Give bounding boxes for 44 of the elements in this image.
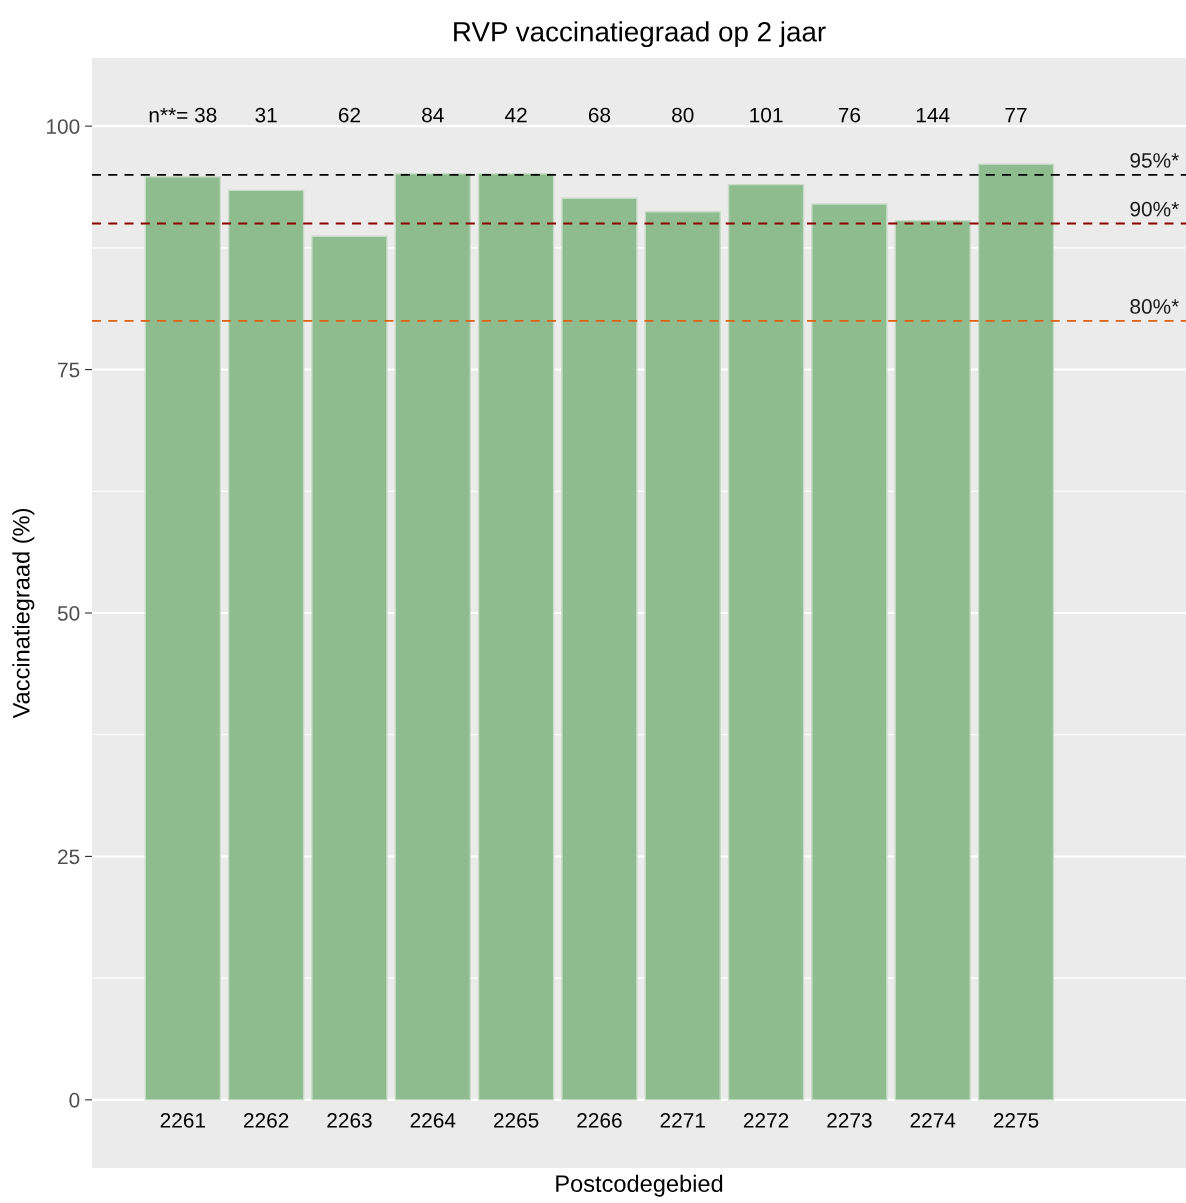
- bar: [311, 235, 388, 1101]
- ref-line-label: 90%*: [1130, 201, 1179, 217]
- y-tick-label: 50: [57, 606, 80, 621]
- x-tick-label: 2274: [910, 1112, 956, 1128]
- annotation: 42: [505, 107, 527, 123]
- x-tick-label: 2265: [493, 1112, 539, 1128]
- y-tick-label: 25: [58, 849, 80, 865]
- x-tick-label: 2272: [743, 1112, 789, 1128]
- y-tick-label: 75: [58, 362, 80, 378]
- chart-title: RVP vaccinatiegraad op 2 jaar: [454, 21, 826, 48]
- y-axis-title: Vaccinatiegraad (%): [12, 509, 35, 719]
- ref-line-label: 80%*: [1130, 299, 1179, 314]
- bar: [727, 183, 805, 1101]
- bar: [144, 176, 222, 1101]
- annotation: n**= 38: [149, 107, 217, 123]
- bar: [561, 197, 638, 1101]
- ref-line-label: 95%*: [1130, 153, 1179, 168]
- annotation: 144: [916, 107, 950, 123]
- x-tick-label: 2263: [327, 1112, 372, 1128]
- annotation: 62: [338, 107, 360, 123]
- y-tick-label: 0: [69, 1092, 80, 1108]
- x-tick-label: 2261: [160, 1112, 205, 1128]
- x-axis-title: Postcodegebied: [556, 1174, 723, 1197]
- x-tick-label: 2266: [577, 1112, 622, 1128]
- x-tick-label: 2275: [993, 1112, 1039, 1128]
- annotation: 101: [750, 107, 783, 123]
- bar: [811, 203, 888, 1101]
- bar: [644, 211, 721, 1101]
- y-tick-label: 100: [47, 119, 80, 134]
- x-tick-label: 2273: [827, 1112, 872, 1128]
- bar: [477, 173, 555, 1101]
- annotation: 84: [422, 107, 444, 123]
- x-tick-label: 2262: [244, 1112, 289, 1128]
- bar: [894, 219, 971, 1101]
- annotation: 80: [672, 107, 694, 123]
- annotation: 68: [588, 107, 611, 123]
- annotation: 76: [838, 107, 861, 123]
- x-tick-label: 2264: [410, 1112, 456, 1128]
- x-tick-label: 2271: [660, 1112, 705, 1128]
- annotation: 31: [255, 107, 277, 123]
- annotation: 77: [1005, 107, 1027, 123]
- bar: [394, 173, 471, 1101]
- bar: [227, 189, 305, 1101]
- bar: [977, 163, 1055, 1101]
